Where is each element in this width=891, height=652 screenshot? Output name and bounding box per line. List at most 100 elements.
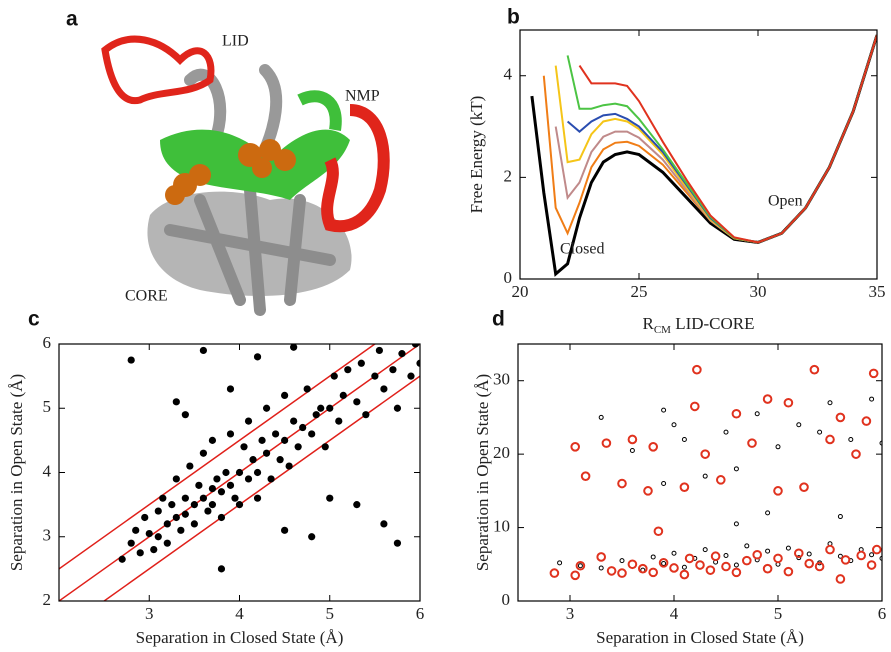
point — [393, 539, 402, 547]
y-tick-label: 3 — [43, 526, 52, 545]
point — [879, 555, 882, 561]
point — [253, 494, 262, 502]
point — [159, 494, 167, 502]
y-tick-label: 30 — [493, 370, 510, 389]
point — [199, 494, 207, 502]
point — [731, 408, 742, 419]
point — [389, 366, 397, 374]
point — [208, 436, 217, 444]
point — [570, 570, 581, 581]
point — [851, 449, 861, 459]
point — [702, 547, 708, 553]
point — [303, 385, 311, 393]
point — [226, 481, 235, 489]
point — [208, 484, 217, 493]
point — [710, 551, 721, 562]
plot-frame — [58, 343, 421, 602]
x-axis-label-part: R — [642, 314, 654, 333]
point — [141, 513, 149, 522]
point — [353, 501, 361, 509]
x-tick-label: 6 — [416, 604, 425, 623]
point — [671, 550, 677, 556]
y-tick-label: 2 — [504, 166, 513, 185]
point — [840, 555, 851, 565]
point — [375, 346, 383, 355]
point — [181, 411, 189, 419]
point — [181, 510, 189, 518]
point — [785, 545, 791, 551]
energy-curve — [542, 34, 877, 244]
point — [762, 394, 773, 404]
energy-curve — [554, 34, 877, 244]
point — [879, 440, 882, 446]
point — [570, 442, 581, 452]
point — [244, 475, 253, 483]
point — [226, 385, 235, 393]
point — [866, 560, 877, 570]
point — [299, 423, 307, 432]
point — [549, 568, 560, 578]
point — [796, 555, 802, 561]
point — [163, 539, 171, 547]
point — [679, 482, 690, 492]
point — [344, 366, 352, 374]
point — [606, 566, 617, 576]
energy-curve — [578, 34, 877, 244]
point — [281, 391, 289, 399]
point — [154, 507, 162, 515]
x-axis-label-part: LID-CORE — [671, 314, 755, 333]
energy-curve — [554, 34, 877, 244]
point — [681, 564, 687, 570]
point — [837, 514, 843, 520]
point — [754, 411, 760, 417]
point — [308, 430, 316, 438]
point — [580, 471, 591, 481]
point — [669, 563, 679, 573]
point — [825, 544, 835, 555]
point — [752, 549, 763, 560]
point — [796, 422, 802, 428]
point — [837, 553, 843, 559]
point — [244, 417, 253, 425]
point — [684, 553, 695, 564]
point — [136, 549, 144, 557]
y-tick-label: 10 — [493, 516, 510, 535]
domain-label: LID — [222, 33, 249, 50]
x-tick-label: 5 — [326, 604, 335, 623]
plot-frame — [517, 343, 883, 602]
point — [213, 475, 221, 483]
plot-frame — [519, 29, 878, 280]
point — [411, 344, 420, 348]
point — [869, 552, 875, 558]
x-tick-label: 6 — [878, 604, 887, 623]
point — [235, 468, 244, 477]
y-tick-label: 4 — [43, 461, 52, 480]
point — [716, 475, 726, 485]
point — [258, 436, 266, 444]
point — [692, 364, 702, 375]
point — [835, 574, 846, 584]
point — [208, 501, 217, 509]
point — [181, 494, 189, 502]
point — [195, 481, 203, 489]
point — [371, 372, 379, 380]
energy-curve — [566, 34, 877, 244]
point — [145, 529, 153, 538]
point — [661, 407, 667, 413]
point — [294, 443, 302, 451]
point — [172, 398, 180, 406]
y-tick-label: 5 — [43, 397, 52, 416]
point — [861, 416, 872, 426]
point — [814, 561, 825, 572]
point — [601, 438, 612, 448]
point — [794, 548, 804, 559]
x-tick-label: 3 — [566, 604, 575, 623]
point — [773, 553, 783, 564]
point — [362, 411, 370, 419]
point — [627, 559, 638, 570]
point — [398, 350, 406, 358]
point — [856, 550, 867, 561]
panel-label: b — [507, 6, 520, 29]
point — [762, 563, 773, 574]
annotation: Open — [768, 193, 803, 210]
